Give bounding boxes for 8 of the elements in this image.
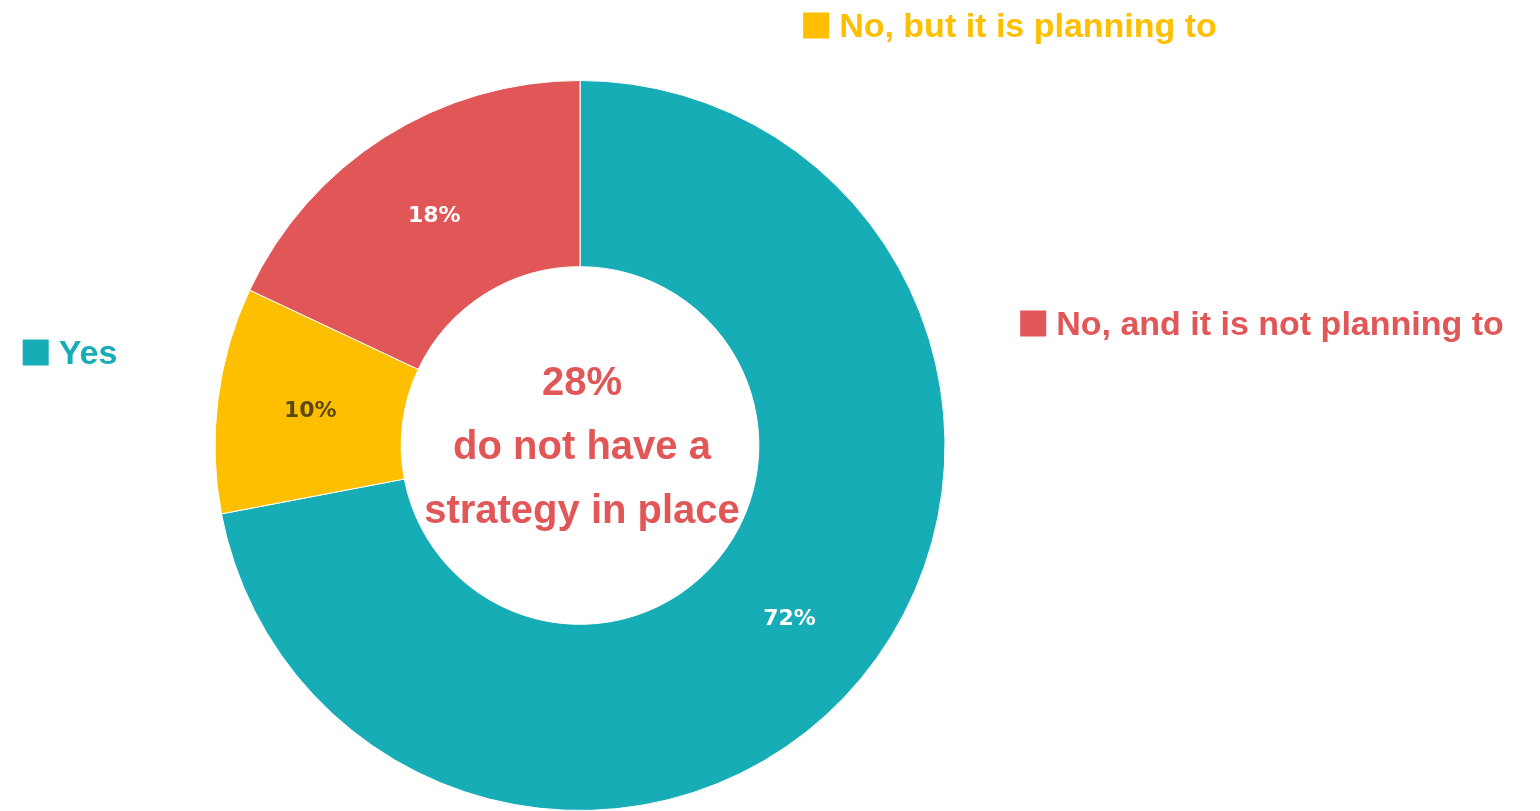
legend-label: Yes — [58, 332, 118, 372]
data-label: 72% — [763, 604, 816, 630]
text: do not have a strategy in place — [423, 422, 741, 533]
data-label: 10% — [283, 397, 337, 423]
legend-label: No, and it is not planning to — [1056, 303, 1504, 343]
text: 28% — [540, 358, 624, 405]
legend-label: No, but it is planning to — [839, 5, 1217, 45]
data-label: 18% — [407, 201, 461, 227]
